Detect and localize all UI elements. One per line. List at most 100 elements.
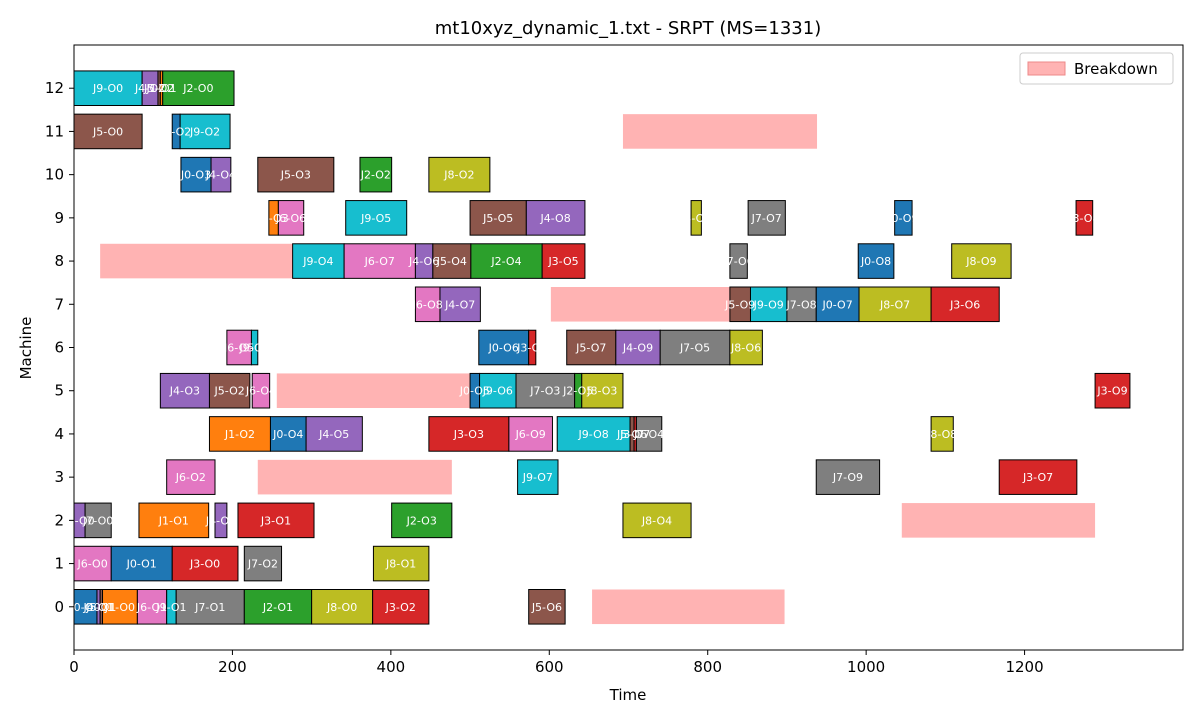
operation-label: J4-O8 — [540, 212, 571, 225]
operation-bar — [622, 502, 692, 539]
operation-label: J4-O3 — [169, 385, 200, 398]
operation-label: J0-O0 — [69, 601, 100, 614]
operation-label: J0-O3 — [180, 169, 211, 182]
operation-label: J7-O1 — [194, 601, 225, 614]
operation-bar — [998, 459, 1078, 495]
chart-title: mt10xyz_dynamic_1.txt - SRPT (MS=1331) — [435, 18, 821, 39]
operation-bar — [84, 502, 112, 539]
operation-bar — [136, 589, 168, 625]
breakdown-bar — [550, 287, 730, 322]
operation-label: J5-O6 — [616, 428, 647, 441]
operation-bar — [729, 329, 763, 366]
operation-bar — [180, 156, 212, 193]
operation-bar — [525, 200, 586, 236]
operation-label: J9-O2 — [189, 125, 220, 138]
operation-bar — [428, 156, 491, 193]
operation-bar — [226, 329, 252, 366]
operation-bar — [659, 329, 731, 366]
operation-bar — [566, 329, 617, 366]
y-tick-label: 0 — [54, 598, 64, 616]
operation-label: J3-O8 — [1068, 212, 1099, 225]
operation-label: J0-O7 — [822, 298, 853, 311]
breakdown-bar — [901, 503, 1096, 538]
operation-label: J7-O5 — [679, 342, 710, 355]
operation-bar — [729, 243, 748, 279]
operation-label: J3-O3 — [453, 428, 484, 441]
operation-label: J5-O9 — [724, 298, 755, 311]
operation-label: J4-O1 — [82, 601, 113, 614]
x-tick-label: 600 — [535, 658, 564, 676]
operation-bar — [372, 545, 430, 582]
operation-bar — [345, 200, 408, 236]
breakdown-bar — [276, 373, 471, 408]
breakdown-bar — [257, 459, 452, 495]
operation-bar — [517, 459, 559, 495]
operation-label: J1-O1 — [145, 82, 176, 95]
operation-label: J6-O0 — [77, 558, 108, 571]
operation-label: J3-O7 — [619, 428, 650, 441]
operation-bar — [110, 545, 173, 582]
operation-bar — [214, 502, 228, 539]
operation-bar — [391, 502, 453, 539]
breakdown-bar — [592, 589, 785, 625]
operation-label: J8-O8 — [926, 428, 957, 441]
operation-label: J5-O5 — [482, 212, 513, 225]
operation-label: J5-O3 — [280, 169, 311, 182]
y-tick-label: 10 — [45, 166, 64, 184]
operation-bar — [581, 372, 624, 409]
operation-bar — [815, 286, 860, 323]
operation-bar — [432, 243, 472, 279]
operation-label: J7-O9 — [832, 471, 863, 484]
operation-label: J9-O3 — [239, 342, 270, 355]
operation-bar — [479, 372, 517, 409]
operation-bar — [162, 70, 235, 107]
operation-label: J3-O9 — [1096, 385, 1127, 398]
operation-label: J5-O0 — [92, 125, 123, 138]
operation-bar — [478, 329, 530, 366]
operation-label: J3-O5 — [547, 255, 578, 268]
operation-label: J6-O7 — [364, 255, 395, 268]
operation-label: J6-O5 — [223, 342, 254, 355]
y-axis-label: Machine — [17, 317, 35, 380]
legend: Breakdown — [1019, 52, 1174, 85]
operation-label: J3-O7 — [1022, 471, 1053, 484]
y-tick-label: 3 — [54, 468, 64, 486]
y-tick-label: 8 — [54, 252, 64, 270]
operation-label: J2-O5 — [562, 385, 593, 398]
operation-bar — [74, 113, 143, 150]
operation-bar — [251, 372, 271, 409]
operation-label: J9-O5 — [360, 212, 391, 225]
operation-label: J0-O6 — [488, 342, 519, 355]
operation-bar — [210, 156, 232, 193]
operation-bar — [269, 416, 307, 452]
operation-label: J8-O0 — [326, 601, 357, 614]
operation-label: J5-O1 — [85, 601, 116, 614]
operation-label: J5-O4 — [436, 255, 467, 268]
operation-label: J0-O4 — [272, 428, 303, 441]
operation-bar — [277, 200, 305, 236]
x-tick-label: 1200 — [1005, 658, 1043, 676]
y-tick-label: 11 — [45, 122, 64, 140]
operation-label: J7-O7 — [751, 212, 782, 225]
operation-label: J8-O6 — [730, 342, 761, 355]
y-tick-label: 6 — [54, 339, 64, 357]
operation-label: J1-O1 — [158, 514, 189, 527]
operation-label: J8-O9 — [965, 255, 996, 268]
operation-bar — [1094, 372, 1131, 409]
operation-bar — [428, 416, 510, 452]
operation-bar — [528, 589, 566, 625]
operation-label: J6-O6 — [275, 212, 306, 225]
operation-label: J4-O5 — [318, 428, 349, 441]
operation-bar — [171, 545, 239, 582]
operation-bar — [635, 416, 663, 452]
operation-label: J8-O7 — [879, 298, 910, 311]
operation-label: J4-O1 — [205, 514, 236, 527]
operation-label: J5-O2 — [143, 82, 174, 95]
operation-bar — [515, 372, 576, 409]
operation-label: J2-O2 — [360, 169, 391, 182]
operation-label: J6-O9 — [515, 428, 546, 441]
operation-label: J8-O5 — [680, 212, 711, 225]
operation-label: J6-O1 — [136, 601, 167, 614]
